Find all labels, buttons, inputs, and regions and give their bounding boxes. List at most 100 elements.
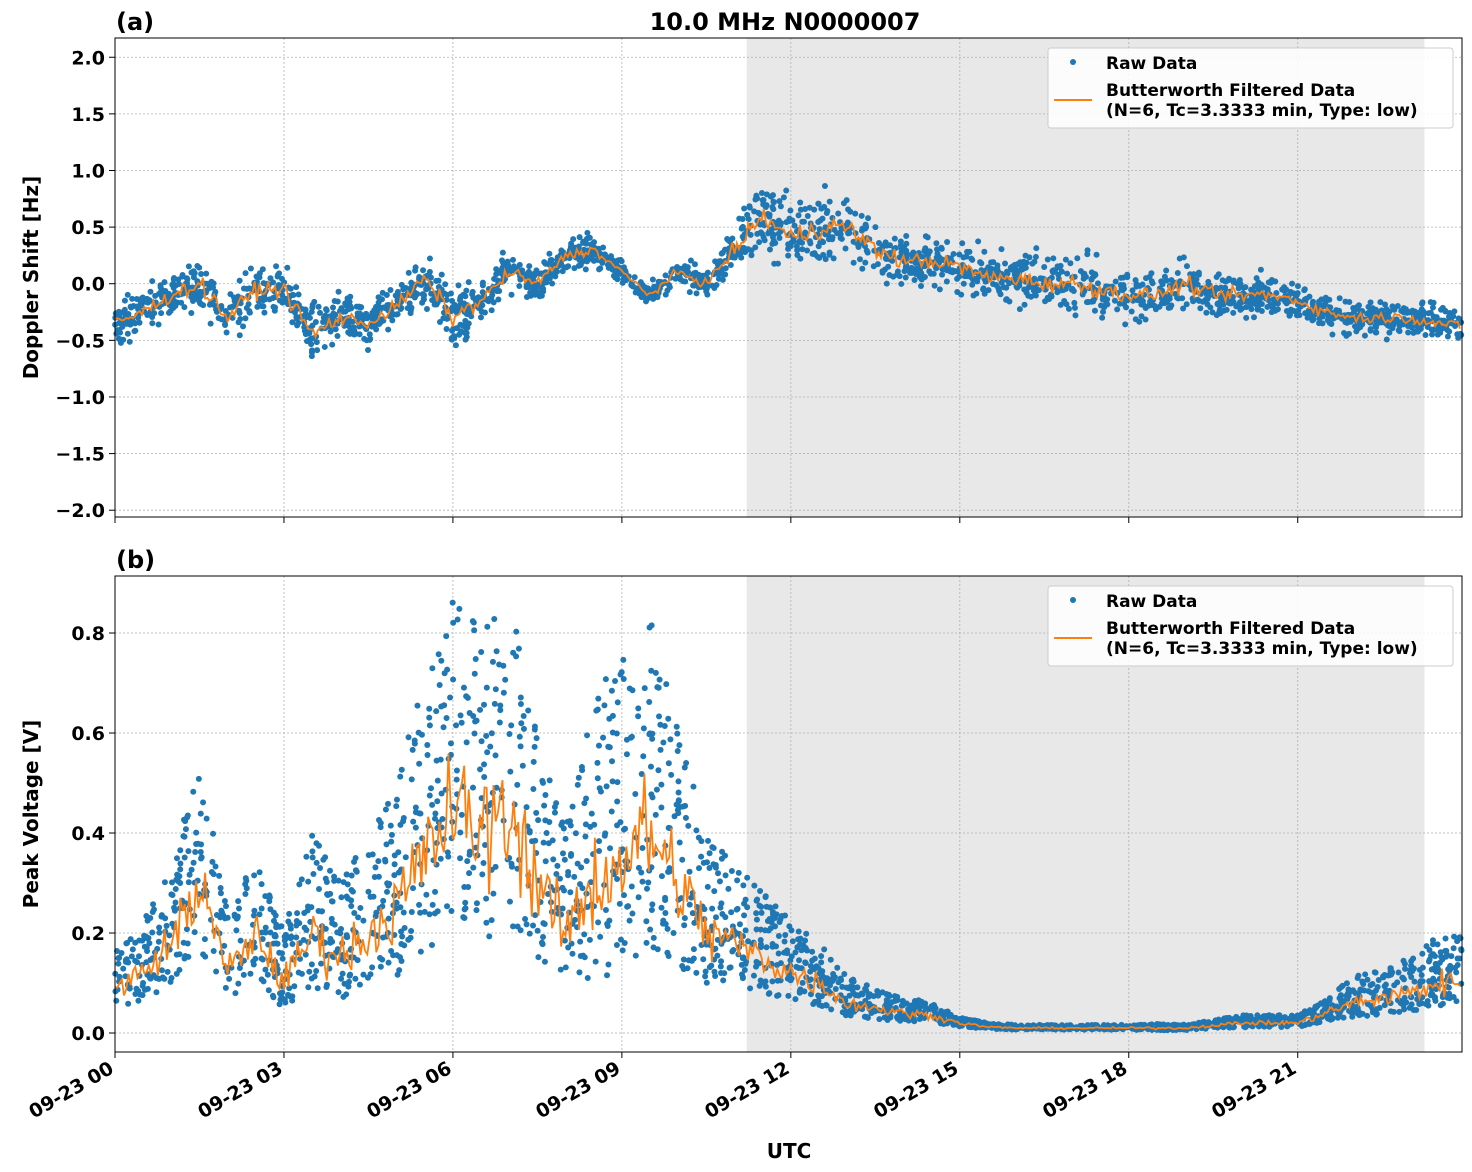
raw-point [478,648,485,655]
raw-point [460,684,467,691]
raw-point [424,751,431,758]
raw-point [865,991,872,998]
raw-point [276,270,283,277]
raw-point [1123,304,1130,311]
raw-point [440,724,447,731]
raw-point [314,347,321,354]
raw-point [172,302,179,309]
raw-point [348,872,355,879]
raw-point [535,954,542,961]
raw-point [691,282,698,289]
raw-point [902,264,909,271]
raw-point [832,985,839,992]
raw-point [216,872,223,879]
raw-point [479,871,486,878]
raw-point [581,931,588,938]
raw-point [423,305,430,312]
raw-point [802,229,809,236]
raw-point [1023,259,1030,266]
raw-point [581,954,588,961]
raw-point [767,904,774,911]
raw-point [332,311,339,318]
raw-point [1269,1013,1276,1020]
raw-point [190,859,197,866]
raw-point [797,206,804,213]
raw-point [998,246,1005,253]
raw-point [421,292,428,299]
raw-point [921,1002,928,1009]
raw-point [377,955,384,962]
raw-point [828,1006,835,1013]
raw-point [1104,301,1111,308]
raw-point [693,969,700,976]
raw-point [144,948,151,955]
raw-point [276,949,283,956]
raw-point [201,936,208,943]
raw-point [161,975,168,982]
raw-point [596,838,603,845]
raw-point [1430,951,1437,958]
raw-point [414,702,421,709]
raw-point [531,726,538,733]
raw-point [1080,271,1087,278]
raw-point [236,310,243,317]
raw-point [756,902,763,909]
raw-point [1400,957,1407,964]
raw-point [213,968,220,975]
raw-point [115,308,122,315]
raw-point [1301,286,1308,293]
raw-point [264,971,271,978]
raw-point [586,936,593,943]
raw-point [185,263,192,270]
raw-point [395,849,402,856]
raw-point [394,971,401,978]
raw-point [200,951,207,958]
raw-point [443,633,450,640]
raw-point [385,326,392,333]
raw-point [222,903,229,910]
raw-point [562,835,569,842]
raw-point [304,903,311,910]
raw-point [783,187,790,194]
raw-point [883,280,890,287]
raw-point [460,291,467,298]
raw-point [408,776,415,783]
raw-point [903,240,910,247]
raw-point [1263,1012,1270,1019]
raw-point [134,988,141,995]
raw-point [193,295,200,302]
raw-point [180,939,187,946]
raw-point [393,796,400,803]
raw-point [526,263,533,270]
raw-point [617,819,624,826]
x-tick-label: 09-23 18 [1039,1057,1131,1123]
raw-point [334,333,341,340]
raw-point [1410,955,1417,962]
raw-point [317,309,324,316]
y-tick-label: −1.0 [55,387,105,409]
raw-point [1247,301,1254,308]
raw-point [1064,270,1071,277]
raw-point [371,307,378,314]
raw-point [301,910,308,917]
raw-point [835,979,842,986]
raw-point [1041,263,1048,270]
raw-point [1094,280,1101,287]
raw-point [614,699,621,706]
raw-point [293,934,300,941]
raw-point [1194,296,1201,303]
raw-point [709,905,716,912]
raw-point [1203,309,1210,316]
raw-point [548,257,555,264]
raw-point [747,231,754,238]
raw-point [1032,253,1039,260]
raw-point [603,783,610,790]
raw-point [169,281,176,288]
raw-point [492,686,499,693]
raw-point [980,286,987,293]
raw-point [1190,271,1197,278]
raw-point [499,249,506,256]
raw-point [1158,278,1165,285]
raw-point [1057,301,1064,308]
x-tick-label: 09-23 03 [194,1057,286,1123]
